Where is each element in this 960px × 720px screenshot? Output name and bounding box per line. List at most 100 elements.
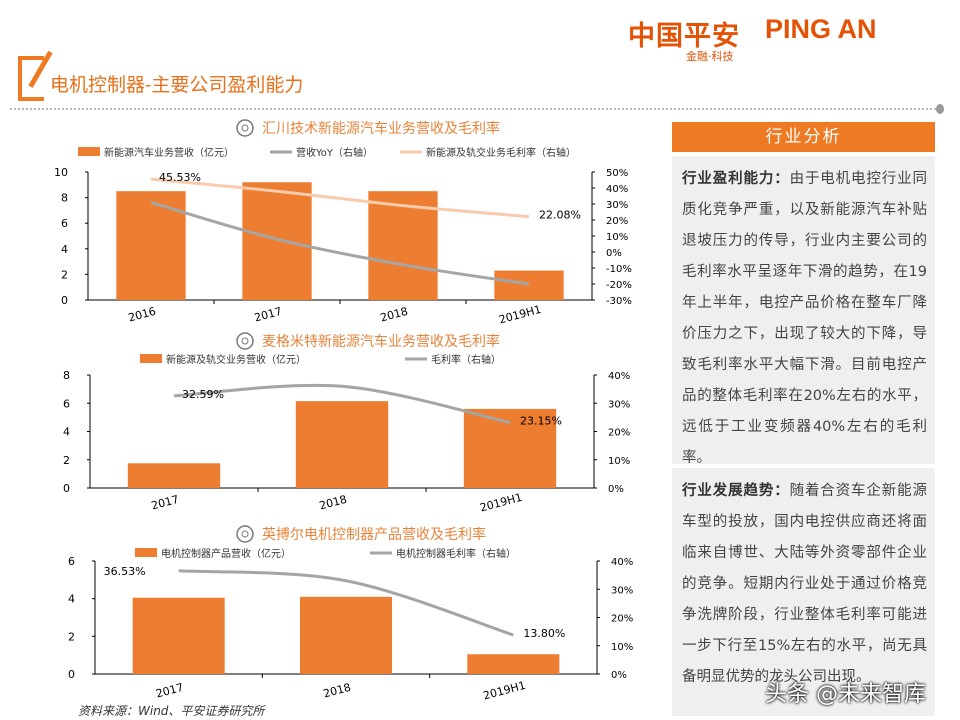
logo-en: PING AN	[765, 14, 877, 44]
chart-title: 汇川技术新能源汽车业务营收及毛利率	[262, 120, 500, 137]
x-tick-label: 2017	[253, 305, 283, 325]
y2-tick-label: -30%	[606, 296, 632, 307]
panel-section-profitability: 行业盈利能力：由于电机电控行业同质化竞争严重，以及新能源汽车补贴退坡压力的传导，…	[672, 156, 935, 466]
y-tick-label: 2	[68, 630, 75, 643]
data-label: 45.53%	[159, 171, 201, 184]
y-tick-label: 8	[63, 369, 70, 382]
y2-tick-label: 0%	[608, 484, 624, 495]
target-icon-inner	[241, 337, 249, 345]
panel-heading: 行业分析	[672, 122, 935, 152]
y2-tick-label: -20%	[606, 280, 632, 291]
data-label: 22.08%	[539, 209, 581, 222]
x-tick-label: 2017	[150, 493, 180, 513]
target-icon	[236, 119, 254, 137]
logo-subtitle: 金融·科技	[686, 50, 734, 63]
y2-tick-label: 0%	[611, 670, 627, 681]
section-label: 行业发展趋势：	[682, 483, 790, 499]
legend-label: 电机控制器毛利率（右轴）	[396, 547, 516, 560]
series-line	[178, 569, 514, 637]
y-tick-label: 6	[63, 397, 70, 410]
section-label: 行业盈利能力：	[682, 171, 790, 187]
y2-tick-label: -10%	[606, 264, 632, 275]
x-tick-label: 2019H1	[498, 303, 543, 327]
source-note: 资料来源：Wind、平安证券研究所	[78, 704, 265, 718]
logo-cn: 中国平安	[628, 21, 740, 52]
x-tick-label: 2017	[155, 681, 185, 701]
y2-tick-label: 30%	[606, 200, 628, 211]
y-tick-label: 6	[61, 217, 68, 230]
divider-dot	[936, 104, 944, 114]
y-tick-label: 8	[61, 192, 68, 205]
panel-section-trend: 行业发展趋势：随着合资车企新能源车型的投放，国内电控供应商还将面临来自博世、大陆…	[672, 468, 935, 716]
y2-tick-label: 10%	[606, 232, 628, 243]
legend-label: 电机控制器产品营收（亿元）	[161, 547, 291, 560]
bar	[127, 463, 221, 488]
watermark: 头条 @未来智库	[765, 682, 926, 707]
bar	[242, 182, 312, 300]
y2-tick-label: 10%	[611, 642, 633, 653]
y-tick-label: 0	[68, 668, 75, 681]
y2-tick-label: 40%	[606, 184, 628, 195]
x-tick-label: 2018	[379, 305, 409, 325]
y-tick-label: 0	[61, 294, 68, 307]
series-line	[173, 383, 511, 425]
section-text: 随着合资车企新能源车型的投放，国内电控供应商还将面临来自博世、大陆等外资零部件企…	[682, 483, 928, 685]
y-tick-label: 6	[68, 555, 75, 568]
series-line	[150, 177, 530, 219]
legend-label: 新能源汽车业务营收（亿元）	[104, 146, 234, 159]
legend-swatch-bar	[78, 147, 100, 156]
bar	[299, 596, 393, 674]
data-label: 36.53%	[104, 565, 146, 578]
target-icon	[236, 332, 254, 350]
legend-label: 新能源及轨交业务营收（亿元）	[166, 353, 306, 366]
target-icon	[236, 525, 254, 543]
legend-swatch-bar	[140, 354, 162, 363]
page-title: 电机控制器-主要公司盈利能力	[50, 74, 304, 96]
legend-swatch-bar	[135, 548, 157, 557]
chart-title: 麦格米特新能源汽车业务营收及毛利率	[262, 333, 500, 350]
x-tick-label: 2018	[322, 681, 352, 701]
x-tick-label: 2019H1	[479, 491, 524, 515]
legend-label: 营收YoY（右轴）	[296, 146, 373, 159]
legend-label: 毛利率（右轴）	[431, 353, 501, 366]
y-tick-label: 2	[63, 454, 70, 467]
bar	[116, 191, 186, 300]
y-tick-label: 10	[54, 166, 68, 179]
pencil-note-icon	[18, 56, 44, 101]
y2-tick-label: 50%	[606, 168, 628, 179]
y2-tick-label: 10%	[608, 456, 630, 467]
x-tick-label: 2018	[318, 493, 348, 513]
y2-tick-label: 20%	[606, 216, 628, 227]
y2-tick-label: 40%	[608, 371, 630, 382]
bar	[494, 270, 564, 300]
series-line	[150, 200, 530, 286]
x-tick-label: 2019H1	[482, 679, 527, 703]
y-tick-label: 4	[68, 593, 75, 606]
bar	[368, 191, 438, 300]
y-tick-label: 4	[63, 426, 70, 439]
divider	[10, 108, 940, 110]
target-icon-inner	[241, 530, 249, 538]
y2-tick-label: 30%	[611, 585, 633, 596]
y2-tick-label: 20%	[608, 428, 630, 439]
y2-tick-label: 0%	[606, 248, 622, 259]
y-tick-label: 0	[63, 482, 70, 495]
target-icon-inner	[241, 124, 249, 132]
bar	[295, 401, 389, 488]
legend-label: 新能源及轨交业务毛利率（右轴）	[426, 146, 576, 159]
y2-tick-label: 40%	[611, 557, 633, 568]
bar	[132, 597, 225, 674]
data-label: 13.80%	[523, 627, 565, 640]
data-label: 23.15%	[520, 415, 562, 428]
y2-tick-label: 30%	[608, 399, 630, 410]
y-tick-label: 2	[61, 268, 68, 281]
data-label: 32.59%	[182, 388, 224, 401]
x-tick-label: 2016	[127, 305, 157, 325]
y-tick-label: 4	[61, 243, 68, 256]
chart-title: 英搏尔电机控制器产品营收及毛利率	[262, 526, 486, 543]
bar	[467, 654, 560, 674]
